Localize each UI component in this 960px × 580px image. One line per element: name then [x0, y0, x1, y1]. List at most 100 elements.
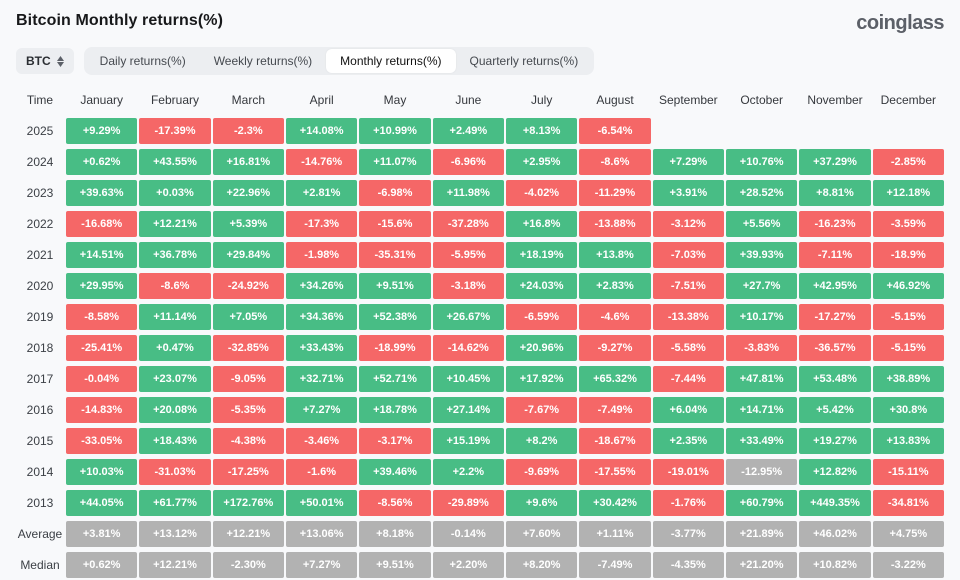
return-cell-2025-march[interactable]: -2.3%: [212, 118, 284, 144]
return-cell-2017-march[interactable]: -9.05%: [212, 366, 284, 392]
return-cell-2023-august[interactable]: -11.29%: [579, 180, 651, 206]
return-cell-average-april[interactable]: +13.06%: [286, 521, 358, 547]
return-cell-2020-october[interactable]: +27.7%: [726, 273, 798, 299]
return-cell-2019-june[interactable]: +26.67%: [432, 304, 504, 330]
return-cell-2014-february[interactable]: -31.03%: [139, 459, 211, 485]
return-cell-2025-may[interactable]: +10.99%: [359, 118, 431, 144]
return-cell-average-october[interactable]: +21.89%: [726, 521, 798, 547]
return-cell-2016-september[interactable]: +6.04%: [652, 397, 724, 423]
return-cell-2023-december[interactable]: +12.18%: [872, 180, 944, 206]
return-cell-2013-february[interactable]: +61.77%: [139, 490, 211, 516]
return-cell-2015-january[interactable]: -33.05%: [66, 428, 138, 454]
return-cell-2016-june[interactable]: +27.14%: [432, 397, 504, 423]
return-cell-2023-june[interactable]: +11.98%: [432, 180, 504, 206]
return-cell-2019-march[interactable]: +7.05%: [212, 304, 284, 330]
return-cell-2014-november[interactable]: +12.82%: [799, 459, 871, 485]
return-cell-average-march[interactable]: +12.21%: [212, 521, 284, 547]
return-cell-2018-october[interactable]: -3.83%: [726, 335, 798, 361]
return-cell-2014-august[interactable]: -17.55%: [579, 459, 651, 485]
return-cell-median-september[interactable]: -4.35%: [652, 552, 724, 578]
return-cell-2018-march[interactable]: -32.85%: [212, 335, 284, 361]
return-cell-2013-september[interactable]: -1.76%: [652, 490, 724, 516]
return-cell-2014-may[interactable]: +39.46%: [359, 459, 431, 485]
return-cell-2020-january[interactable]: +29.95%: [66, 273, 138, 299]
return-cell-2022-november[interactable]: -16.23%: [799, 211, 871, 237]
return-cell-2021-november[interactable]: -7.11%: [799, 242, 871, 268]
tab-monthly-returns[interactable]: Monthly returns(%): [326, 49, 456, 73]
return-cell-2014-march[interactable]: -17.25%: [212, 459, 284, 485]
return-cell-2021-february[interactable]: +36.78%: [139, 242, 211, 268]
return-cell-2017-june[interactable]: +10.45%: [432, 366, 504, 392]
return-cell-2021-june[interactable]: -5.95%: [432, 242, 504, 268]
return-cell-2014-october[interactable]: -12.95%: [726, 459, 798, 485]
return-cell-2021-december[interactable]: -18.9%: [872, 242, 944, 268]
return-cell-2022-august[interactable]: -13.88%: [579, 211, 651, 237]
return-cell-2019-august[interactable]: -4.6%: [579, 304, 651, 330]
return-cell-2023-january[interactable]: +39.63%: [66, 180, 138, 206]
return-cell-median-july[interactable]: +8.20%: [506, 552, 578, 578]
return-cell-2013-december[interactable]: -34.81%: [872, 490, 944, 516]
return-cell-2020-february[interactable]: -8.6%: [139, 273, 211, 299]
return-cell-2024-july[interactable]: +2.95%: [506, 149, 578, 175]
return-cell-2018-december[interactable]: -5.15%: [872, 335, 944, 361]
return-cell-2022-may[interactable]: -15.6%: [359, 211, 431, 237]
return-cell-median-february[interactable]: +12.21%: [139, 552, 211, 578]
return-cell-2018-november[interactable]: -36.57%: [799, 335, 871, 361]
return-cell-average-february[interactable]: +13.12%: [139, 521, 211, 547]
return-cell-2015-february[interactable]: +18.43%: [139, 428, 211, 454]
return-cell-median-november[interactable]: +10.82%: [799, 552, 871, 578]
return-cell-2021-march[interactable]: +29.84%: [212, 242, 284, 268]
return-cell-2013-november[interactable]: +449.35%: [799, 490, 871, 516]
return-cell-2023-may[interactable]: -6.98%: [359, 180, 431, 206]
return-cell-average-september[interactable]: -3.77%: [652, 521, 724, 547]
return-cell-2018-january[interactable]: -25.41%: [66, 335, 138, 361]
return-cell-2024-february[interactable]: +43.55%: [139, 149, 211, 175]
return-cell-2024-december[interactable]: -2.85%: [872, 149, 944, 175]
return-cell-2024-april[interactable]: -14.76%: [286, 149, 358, 175]
return-cell-2021-may[interactable]: -35.31%: [359, 242, 431, 268]
return-cell-2016-december[interactable]: +30.8%: [872, 397, 944, 423]
return-cell-2024-may[interactable]: +11.07%: [359, 149, 431, 175]
return-cell-2021-july[interactable]: +18.19%: [506, 242, 578, 268]
return-cell-2019-april[interactable]: +34.36%: [286, 304, 358, 330]
return-cell-2022-july[interactable]: +16.8%: [506, 211, 578, 237]
return-cell-2016-january[interactable]: -14.83%: [66, 397, 138, 423]
return-cell-2016-august[interactable]: -7.49%: [579, 397, 651, 423]
return-cell-2023-march[interactable]: +22.96%: [212, 180, 284, 206]
return-cell-2018-july[interactable]: +20.96%: [506, 335, 578, 361]
return-cell-2017-february[interactable]: +23.07%: [139, 366, 211, 392]
return-cell-average-january[interactable]: +3.81%: [66, 521, 138, 547]
return-cell-2021-august[interactable]: +13.8%: [579, 242, 651, 268]
return-cell-2024-january[interactable]: +0.62%: [66, 149, 138, 175]
return-cell-2024-march[interactable]: +16.81%: [212, 149, 284, 175]
return-cell-2018-february[interactable]: +0.47%: [139, 335, 211, 361]
return-cell-2017-november[interactable]: +53.48%: [799, 366, 871, 392]
return-cell-2013-may[interactable]: -8.56%: [359, 490, 431, 516]
return-cell-2020-april[interactable]: +34.26%: [286, 273, 358, 299]
return-cell-2021-september[interactable]: -7.03%: [652, 242, 724, 268]
return-cell-median-march[interactable]: -2.30%: [212, 552, 284, 578]
tab-quarterly-returns[interactable]: Quarterly returns(%): [469, 54, 579, 68]
return-cell-2015-march[interactable]: -4.38%: [212, 428, 284, 454]
return-cell-2023-july[interactable]: -4.02%: [506, 180, 578, 206]
return-cell-2025-june[interactable]: +2.49%: [432, 118, 504, 144]
return-cell-2014-july[interactable]: -9.69%: [506, 459, 578, 485]
return-cell-2024-august[interactable]: -8.6%: [579, 149, 651, 175]
return-cell-2019-october[interactable]: +10.17%: [726, 304, 798, 330]
return-cell-2018-august[interactable]: -9.27%: [579, 335, 651, 361]
return-cell-2016-july[interactable]: -7.67%: [506, 397, 578, 423]
return-cell-2015-october[interactable]: +33.49%: [726, 428, 798, 454]
return-cell-2024-november[interactable]: +37.29%: [799, 149, 871, 175]
return-cell-median-may[interactable]: +9.51%: [359, 552, 431, 578]
return-cell-2017-april[interactable]: +32.71%: [286, 366, 358, 392]
return-cell-2022-september[interactable]: -3.12%: [652, 211, 724, 237]
return-cell-2017-july[interactable]: +17.92%: [506, 366, 578, 392]
return-cell-2023-october[interactable]: +28.52%: [726, 180, 798, 206]
return-cell-2015-september[interactable]: +2.35%: [652, 428, 724, 454]
return-cell-median-june[interactable]: +2.20%: [432, 552, 504, 578]
return-cell-2020-november[interactable]: +42.95%: [799, 273, 871, 299]
return-cell-2017-october[interactable]: +47.81%: [726, 366, 798, 392]
return-cell-2015-november[interactable]: +19.27%: [799, 428, 871, 454]
return-cell-2018-april[interactable]: +33.43%: [286, 335, 358, 361]
return-cell-average-july[interactable]: +7.60%: [506, 521, 578, 547]
